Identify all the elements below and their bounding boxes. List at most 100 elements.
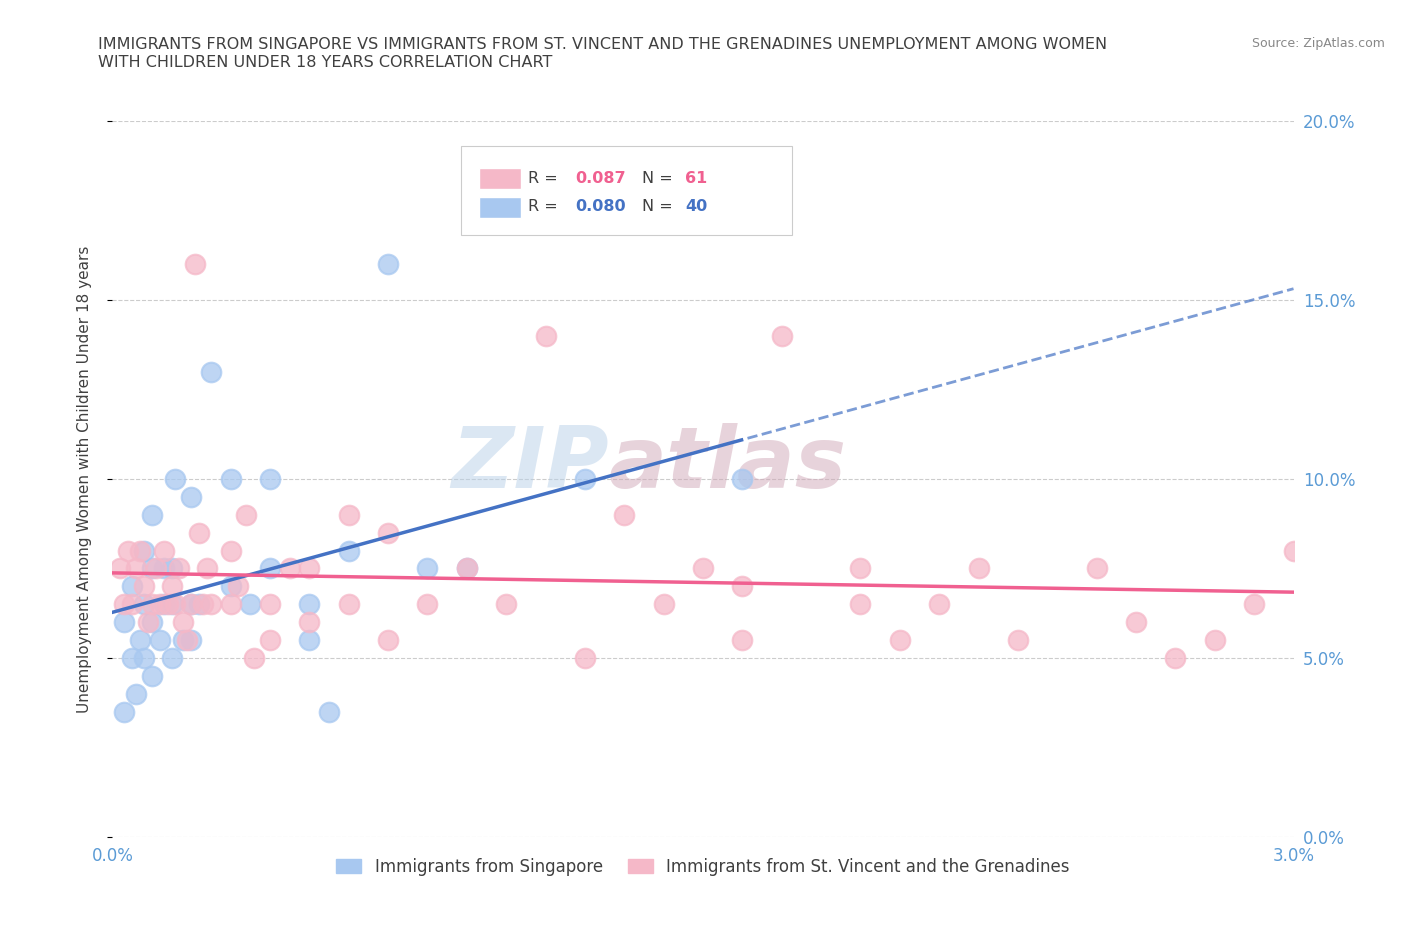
Text: N =: N =: [641, 199, 678, 214]
Point: [219, 578, 242, 594]
Point: [112, 597, 135, 612]
Point: [228, 578, 250, 594]
Point: [176, 632, 198, 647]
Text: 0.087: 0.087: [575, 171, 626, 186]
Point: [188, 525, 211, 540]
Point: [141, 669, 163, 684]
Point: [149, 632, 172, 647]
Point: [239, 597, 262, 612]
Point: [298, 597, 321, 612]
Point: [132, 651, 155, 666]
Point: [180, 489, 202, 504]
Point: [416, 597, 439, 612]
Point: [235, 508, 257, 523]
Point: [180, 597, 202, 612]
Point: [849, 597, 872, 612]
Point: [219, 472, 242, 486]
Y-axis label: Unemployment Among Women with Children Under 18 years: Unemployment Among Women with Children U…: [77, 246, 91, 712]
Point: [117, 543, 139, 558]
Text: atlas: atlas: [609, 423, 846, 506]
Point: [160, 651, 183, 666]
Point: [318, 704, 340, 719]
Point: [731, 632, 754, 647]
Point: [125, 686, 148, 701]
Point: [337, 543, 360, 558]
Point: [1243, 597, 1265, 612]
Point: [731, 578, 754, 594]
Point: [495, 597, 517, 612]
Point: [1204, 632, 1226, 647]
Text: R =: R =: [529, 199, 562, 214]
Point: [377, 632, 399, 647]
Point: [416, 561, 439, 576]
Point: [731, 472, 754, 486]
Point: [928, 597, 950, 612]
Point: [574, 651, 596, 666]
Point: [129, 632, 152, 647]
Point: [692, 561, 714, 576]
Point: [1282, 543, 1305, 558]
Text: IMMIGRANTS FROM SINGAPORE VS IMMIGRANTS FROM ST. VINCENT AND THE GRENADINES UNEM: IMMIGRANTS FROM SINGAPORE VS IMMIGRANTS …: [98, 37, 1108, 70]
Point: [132, 597, 155, 612]
FancyBboxPatch shape: [461, 146, 792, 235]
Point: [160, 561, 183, 576]
Text: Source: ZipAtlas.com: Source: ZipAtlas.com: [1251, 37, 1385, 50]
Point: [259, 597, 281, 612]
Point: [149, 597, 172, 612]
Text: 61: 61: [685, 171, 707, 186]
Point: [136, 615, 159, 630]
Point: [132, 543, 155, 558]
Point: [160, 597, 183, 612]
Point: [121, 651, 143, 666]
Point: [613, 508, 636, 523]
Point: [165, 472, 187, 486]
Point: [377, 257, 399, 272]
Point: [456, 561, 478, 576]
Point: [180, 597, 202, 612]
Point: [152, 543, 174, 558]
Point: [849, 561, 872, 576]
Text: 0.080: 0.080: [575, 199, 626, 214]
Point: [141, 561, 163, 576]
Point: [188, 597, 211, 612]
Point: [574, 472, 596, 486]
Point: [152, 597, 174, 612]
Text: N =: N =: [641, 171, 678, 186]
Point: [534, 328, 557, 343]
Point: [337, 597, 360, 612]
Point: [141, 615, 163, 630]
Point: [191, 597, 214, 612]
Point: [172, 632, 194, 647]
Point: [110, 561, 132, 576]
Point: [141, 508, 163, 523]
Point: [1007, 632, 1029, 647]
Point: [219, 597, 242, 612]
Point: [1125, 615, 1147, 630]
Point: [377, 525, 399, 540]
Point: [889, 632, 911, 647]
Point: [180, 632, 202, 647]
Point: [112, 704, 135, 719]
Point: [1164, 651, 1187, 666]
FancyBboxPatch shape: [478, 168, 522, 189]
Point: [152, 561, 174, 576]
Point: [132, 578, 155, 594]
Point: [141, 597, 163, 612]
Point: [200, 364, 222, 379]
Point: [156, 597, 179, 612]
Point: [165, 597, 187, 612]
Text: 40: 40: [685, 199, 707, 214]
Point: [456, 561, 478, 576]
Point: [652, 597, 675, 612]
Point: [337, 508, 360, 523]
Point: [112, 615, 135, 630]
Point: [125, 561, 148, 576]
Point: [121, 597, 143, 612]
Point: [195, 561, 218, 576]
Point: [160, 578, 183, 594]
Point: [298, 632, 321, 647]
Point: [770, 328, 793, 343]
Point: [172, 615, 194, 630]
Point: [1085, 561, 1108, 576]
Point: [121, 578, 143, 594]
